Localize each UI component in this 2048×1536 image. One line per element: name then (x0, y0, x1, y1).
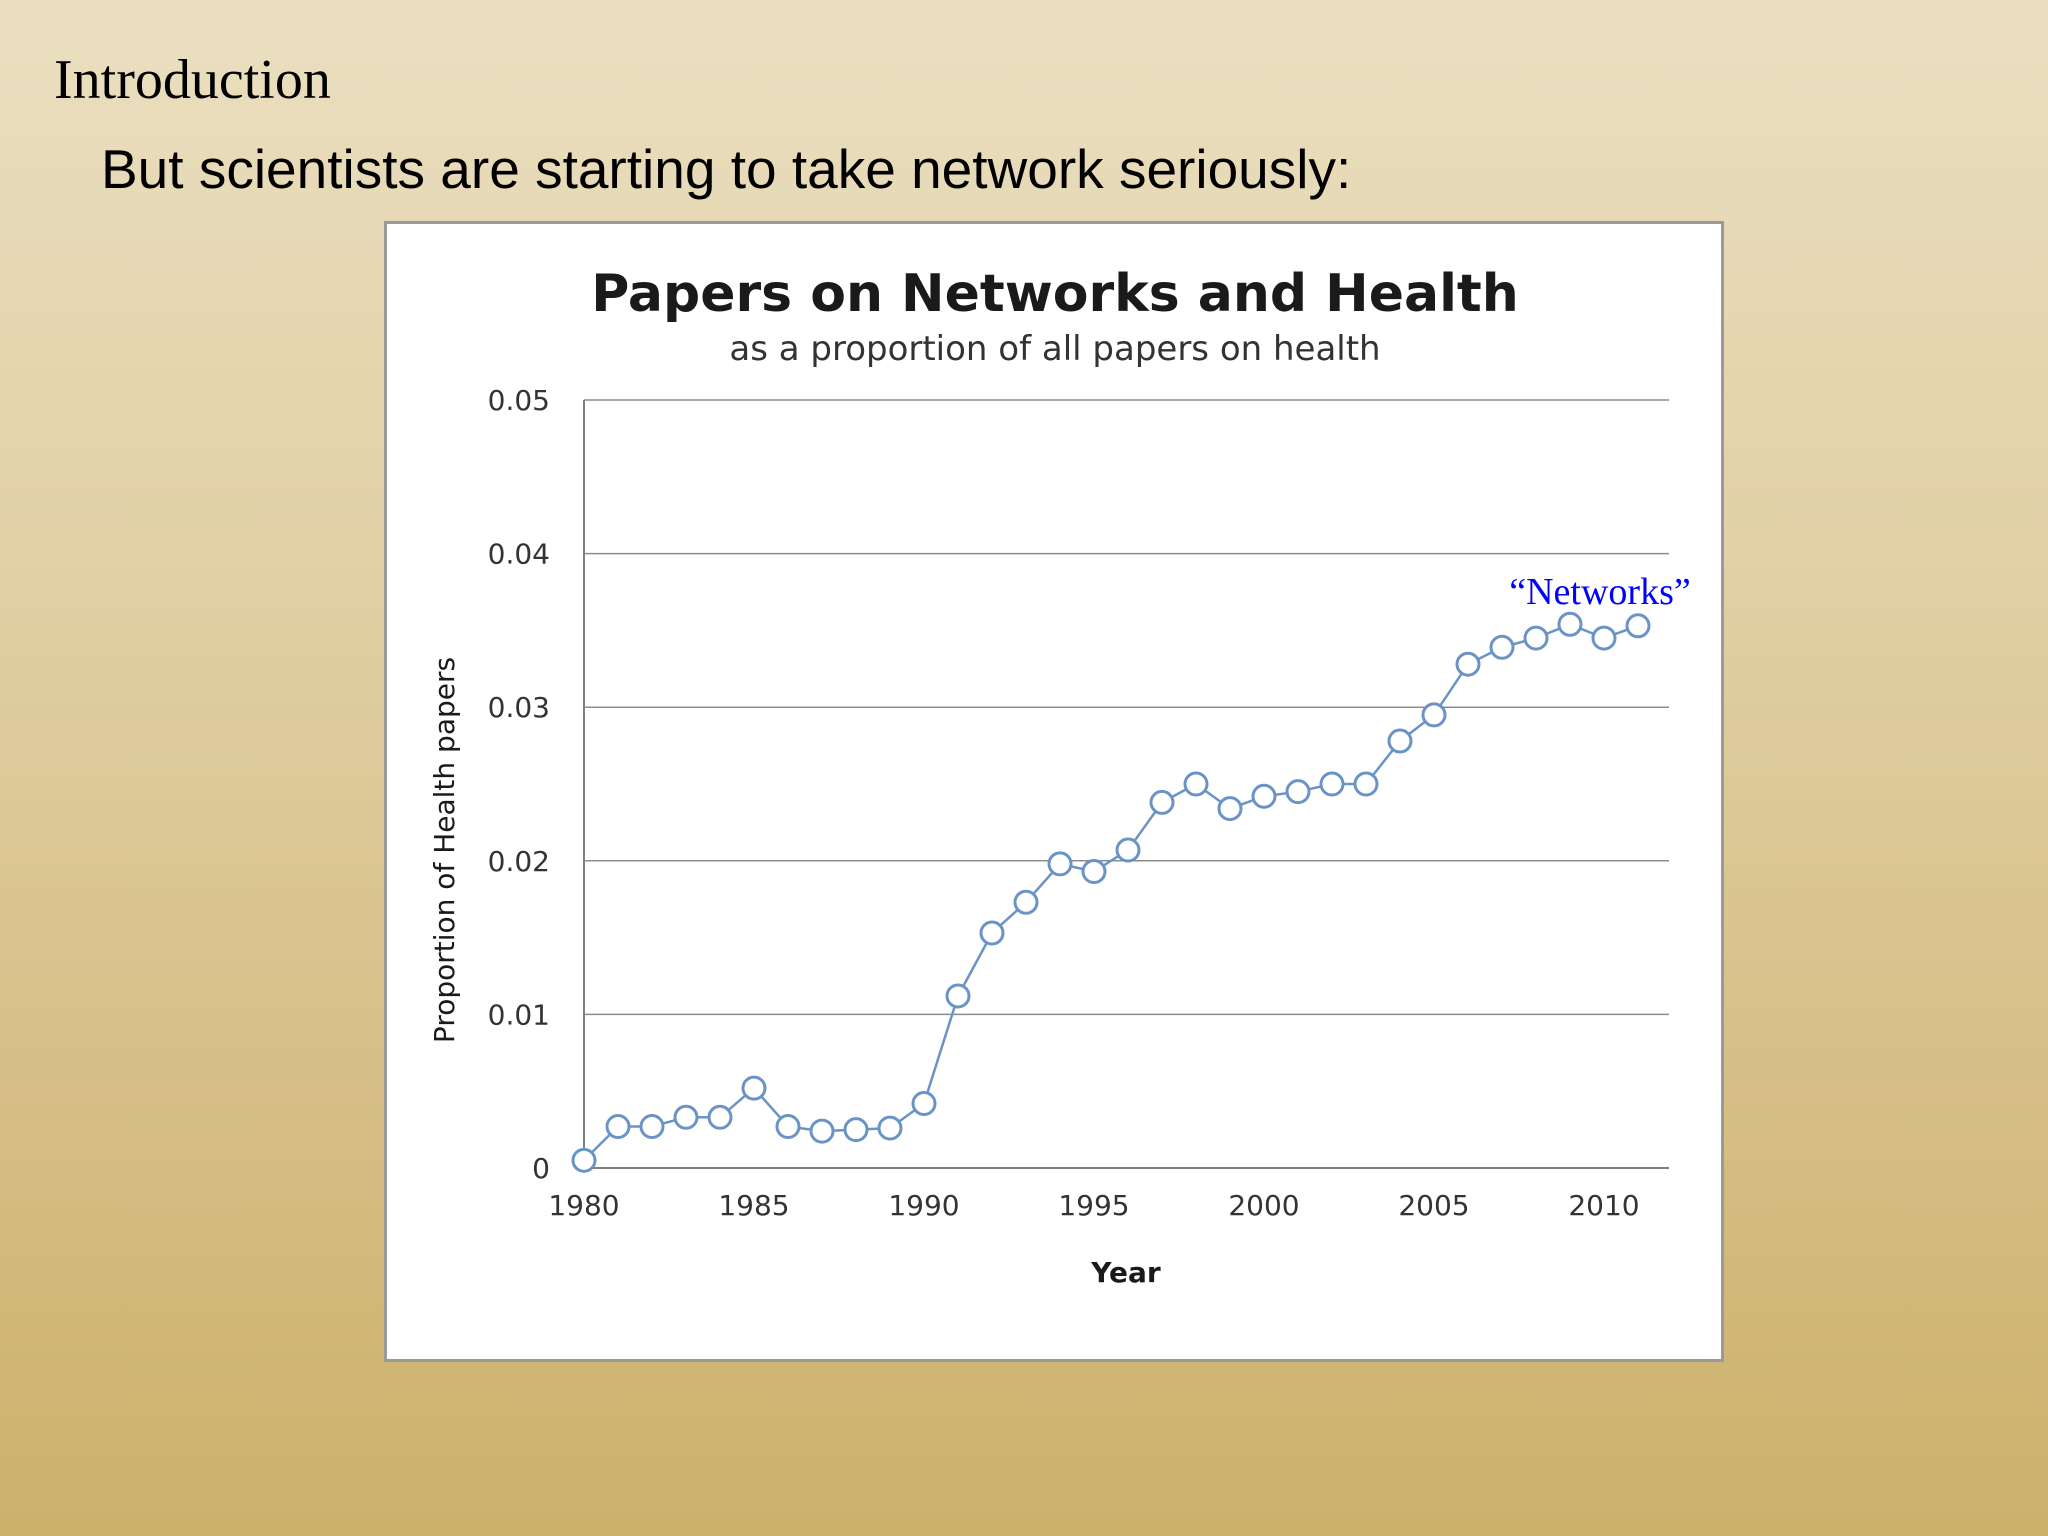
chart-svg: Papers on Networks and Health as a propo… (428, 264, 1691, 1289)
data-point (1625, 613, 1651, 639)
data-point (843, 1117, 869, 1143)
x-tick-labels: 1980 1985 1990 1995 2000 2005 2010 (548, 1189, 1639, 1222)
data-point (1557, 611, 1583, 637)
data-point (809, 1118, 835, 1144)
data-point (1285, 779, 1311, 805)
data-point (1455, 651, 1481, 677)
data-point (1217, 796, 1243, 822)
y-tick-label: 0.02 (488, 845, 550, 878)
data-point (1591, 625, 1617, 651)
series-label-networks: “Networks” (1509, 571, 1690, 613)
data-point (1013, 889, 1039, 915)
x-tick-label: 1985 (718, 1189, 789, 1222)
chart-subtitle: as a proportion of all papers on health (729, 329, 1380, 369)
data-point (1183, 771, 1209, 797)
slide-heading: Introduction (54, 49, 331, 111)
y-tick-label: 0.03 (488, 691, 550, 724)
series-networks (571, 611, 1651, 1173)
data-point (673, 1104, 699, 1130)
data-point (945, 983, 971, 1009)
data-point (979, 920, 1005, 946)
data-point (1387, 728, 1413, 754)
data-point (877, 1115, 903, 1141)
data-point (1047, 851, 1073, 877)
series-line (583, 622, 1639, 1162)
data-point (639, 1114, 665, 1140)
x-tick-label: 2010 (1568, 1189, 1639, 1222)
data-point (1251, 783, 1277, 809)
x-tick-label: 1980 (548, 1189, 619, 1222)
data-point (707, 1104, 733, 1130)
x-tick-label: 1990 (888, 1189, 959, 1222)
chart-frame: Papers on Networks and Health as a propo… (384, 221, 1724, 1362)
y-axis-label: Proportion of Health papers (428, 657, 461, 1043)
data-point (1081, 859, 1107, 885)
y-tick-label: 0.05 (488, 384, 550, 417)
data-point (741, 1075, 767, 1101)
data-point (1319, 771, 1345, 797)
data-point (911, 1090, 937, 1116)
data-point (1489, 634, 1515, 660)
x-tick-label: 2005 (1398, 1189, 1469, 1222)
gridlines (584, 399, 1669, 1016)
data-point (571, 1147, 597, 1173)
data-point (1353, 771, 1379, 797)
x-tick-label: 2000 (1228, 1189, 1299, 1222)
y-tick-label: 0.04 (488, 538, 550, 571)
y-tick-label: 0 (532, 1152, 550, 1185)
data-point (1421, 702, 1447, 728)
chart-title: Papers on Networks and Health (591, 264, 1519, 324)
data-point (1149, 789, 1175, 815)
data-point (775, 1114, 801, 1140)
data-point (1523, 625, 1549, 651)
slide-subheading: But scientists are starting to take netw… (101, 138, 1352, 200)
x-tick-label: 1995 (1058, 1189, 1129, 1222)
data-point (1115, 837, 1141, 863)
y-tick-label: 0.01 (488, 998, 550, 1031)
x-axis-label: Year (1090, 1256, 1161, 1289)
data-point (605, 1114, 631, 1140)
y-tick-labels: 0 0.01 0.02 0.03 0.04 0.05 (488, 384, 550, 1185)
